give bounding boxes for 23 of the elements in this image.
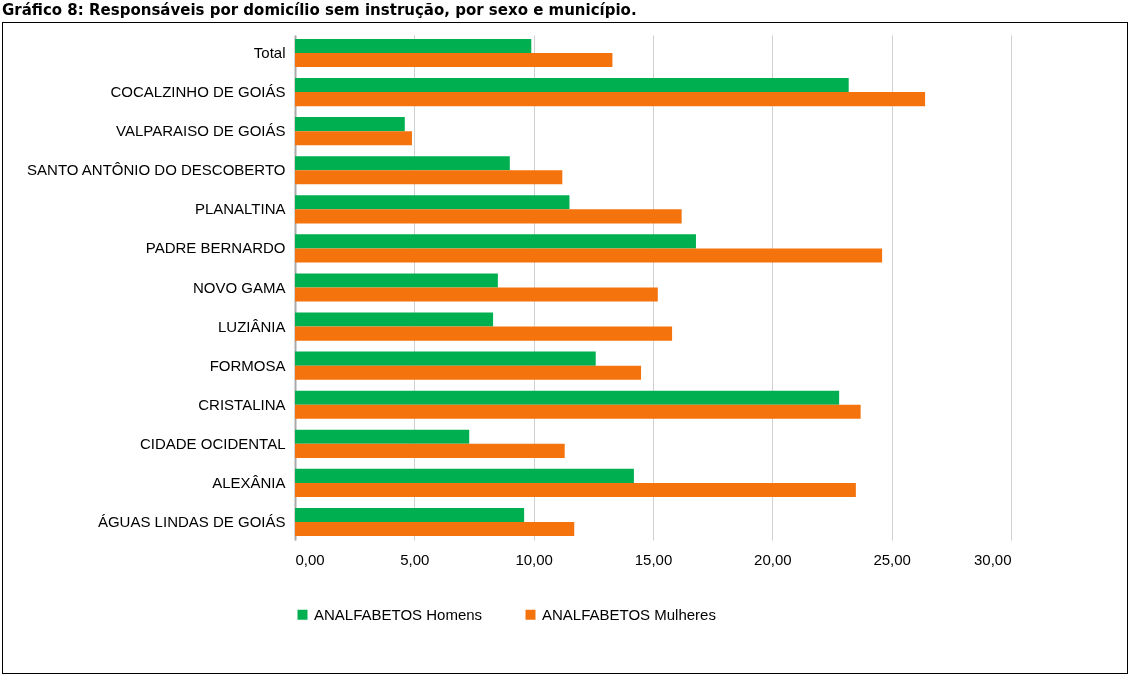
y-tick-label: NOVO GAMA bbox=[192, 278, 286, 296]
y-tick-label: PLANALTINA bbox=[194, 200, 286, 218]
x-tick-label: 25,00 bbox=[873, 550, 911, 568]
y-tick-label: CIDADE OCIDENTAL bbox=[139, 434, 286, 452]
x-tick-label: 0,00 bbox=[295, 550, 325, 568]
chart-title: Gráfico 8: Responsáveis por domicílio sem instrução, por sexo e município. bbox=[2, 1, 637, 19]
y-tick-label: ÁGUAS LINDAS DE GOIÁS bbox=[97, 513, 286, 531]
y-tick-label: SANTO ANTÔNIO DO DESCOBERTO bbox=[27, 161, 286, 179]
y-tick-label: COCALZINHO DE GOIÁS bbox=[110, 83, 286, 101]
x-tick-label: 20,00 bbox=[754, 550, 792, 568]
y-tick-label: ALEXÂNIA bbox=[212, 473, 286, 491]
y-tick-label: LUZIÂNIA bbox=[217, 317, 286, 335]
y-tick-label: PADRE BERNARDO bbox=[145, 239, 286, 257]
x-tick-label: 30,00 bbox=[973, 550, 1012, 568]
y-tick-label: Total bbox=[253, 43, 286, 61]
y-tick-label: VALPARAISO DE GOIÁS bbox=[116, 122, 286, 140]
legend-label: ANALFABETOS Homens bbox=[314, 605, 483, 623]
legend-label: ANALFABETOS Mulheres bbox=[542, 605, 716, 623]
x-tick-label: 10,00 bbox=[515, 550, 553, 568]
y-tick-label: CRISTALINA bbox=[198, 395, 286, 413]
y-tick-label: FORMOSA bbox=[209, 356, 286, 374]
x-tick-label: 15,00 bbox=[634, 550, 673, 568]
x-tick-label: 5,00 bbox=[400, 550, 430, 568]
